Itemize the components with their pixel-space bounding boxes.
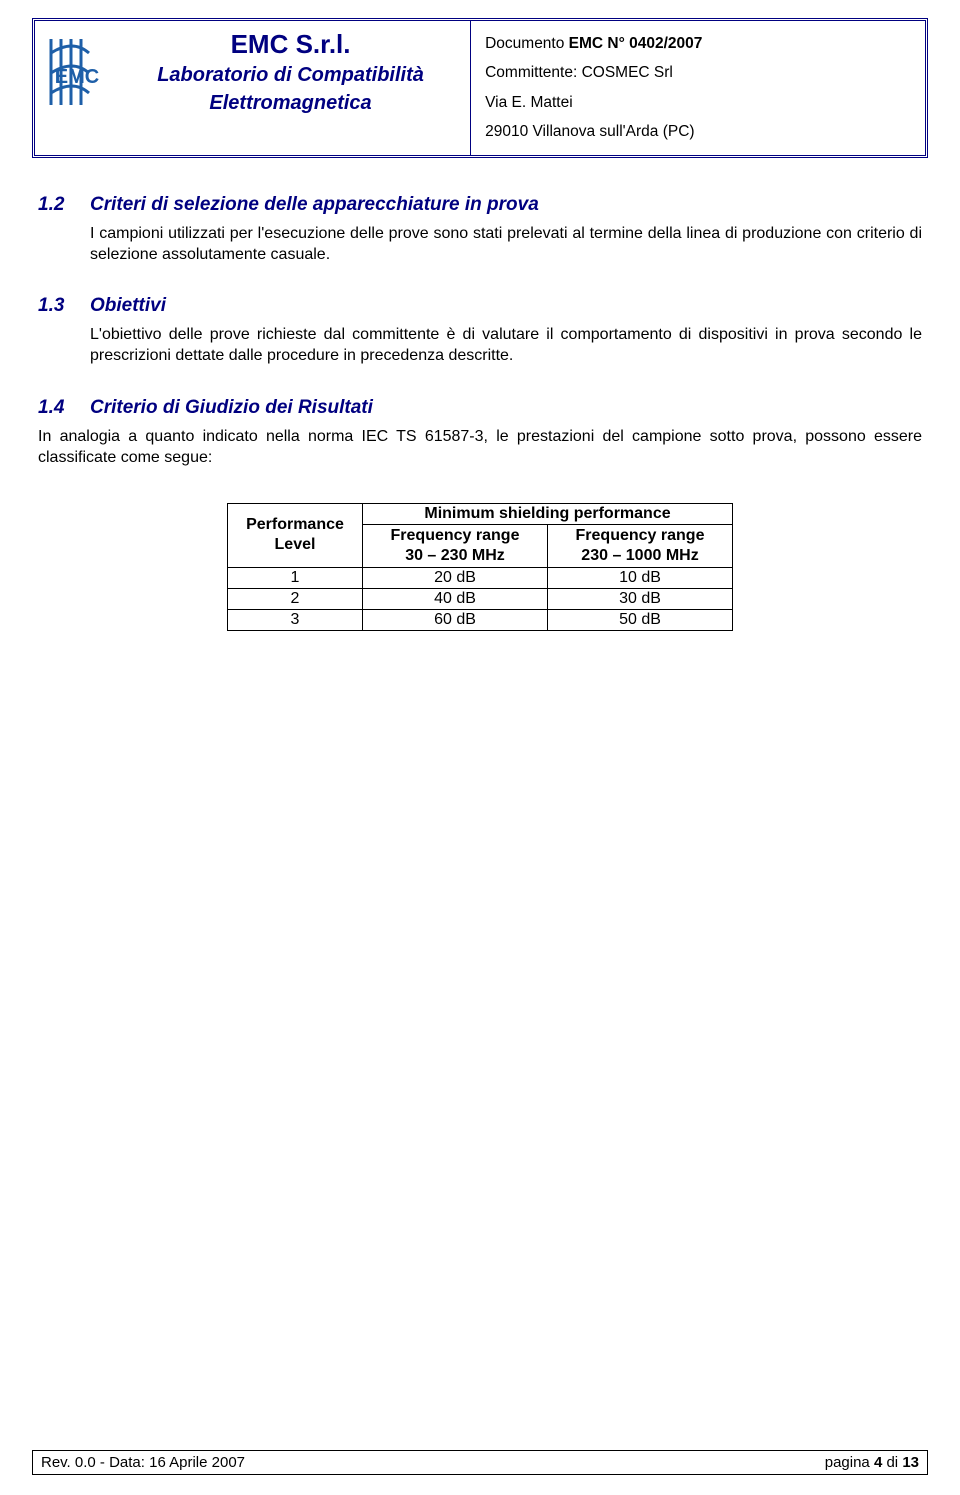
- th-line: Frequency range: [391, 527, 520, 544]
- section-heading-1-4: 1.4Criterio di Giudizio dei Risultati: [38, 397, 922, 419]
- address-line-2: 29010 Villanova sull'Arda (PC): [485, 117, 915, 146]
- table-header-freq-range-1: Frequency range 30 – 230 MHz: [363, 524, 548, 567]
- table-row: 1 20 dB 10 dB: [228, 567, 733, 588]
- company-subtitle-1: Laboratorio di Compatibilità: [119, 62, 462, 88]
- cell-value: 60 dB: [363, 609, 548, 630]
- svg-text:EMC: EMC: [55, 66, 99, 88]
- table-row: 3 60 dB 50 dB: [228, 609, 733, 630]
- cell-value: 10 dB: [548, 567, 733, 588]
- section-heading-1-2: 1.2Criteri di selezione delle apparecchi…: [38, 194, 922, 216]
- committente: Committente: COSMEC Srl: [485, 58, 915, 87]
- th-line: 30 – 230 MHz: [405, 547, 505, 564]
- footer-page-prefix: pagina: [825, 1454, 874, 1471]
- company-subtitle-2: Elettromagnetica: [119, 90, 462, 116]
- section-body-1-4: In analogia a quanto indicato nella norm…: [38, 427, 922, 469]
- footer-page-mid: di: [882, 1454, 902, 1471]
- section-heading-1-3: 1.3Obiettivi: [38, 295, 922, 317]
- th-line: Frequency range: [576, 527, 705, 544]
- section-num: 1.3: [38, 295, 90, 317]
- cell-value: 20 dB: [363, 567, 548, 588]
- section-title: Obiettivi: [90, 295, 166, 316]
- header-right: Documento EMC N° 0402/2007 Committente: …: [471, 21, 925, 155]
- emc-logo-icon: EMC: [43, 33, 111, 111]
- th-line: Level: [275, 536, 316, 553]
- cell-level: 2: [228, 588, 363, 609]
- section-title: Criterio di Giudizio dei Risultati: [90, 397, 373, 418]
- cell-value: 50 dB: [548, 609, 733, 630]
- section-body-1-2: I campioni utilizzati per l'esecuzione d…: [90, 224, 922, 266]
- footer: Rev. 0.0 - Data: 16 Aprile 2007 pagina 4…: [32, 1450, 928, 1475]
- cell-value: 30 dB: [548, 588, 733, 609]
- section-num: 1.4: [38, 397, 90, 419]
- cell-value: 40 dB: [363, 588, 548, 609]
- footer-revision: Rev. 0.0 - Data: 16 Aprile 2007: [41, 1454, 245, 1471]
- table-header-freq-range-2: Frequency range 230 – 1000 MHz: [548, 524, 733, 567]
- table-row: 2 40 dB 30 dB: [228, 588, 733, 609]
- document-code: Documento EMC N° 0402/2007: [485, 29, 915, 58]
- company-name: EMC S.r.l.: [119, 29, 462, 60]
- doc-code-value: EMC N° 0402/2007: [569, 35, 703, 52]
- th-line: 230 – 1000 MHz: [581, 547, 698, 564]
- footer-page-total: 13: [902, 1454, 919, 1471]
- table-header-min-shielding: Minimum shielding performance: [363, 503, 733, 524]
- table-header-performance-level: Performance Level: [228, 503, 363, 567]
- section-num: 1.2: [38, 194, 90, 216]
- section-body-1-3: L'obiettivo delle prove richieste dal co…: [90, 325, 922, 367]
- address-line-1: Via E. Mattei: [485, 88, 915, 117]
- cell-level: 3: [228, 609, 363, 630]
- section-title: Criteri di selezione delle apparecchiatu…: [90, 194, 539, 215]
- footer-page-number: pagina 4 di 13: [825, 1454, 919, 1471]
- header: EMC EMC S.r.l. Laboratorio di Compatibil…: [32, 18, 928, 158]
- performance-table: Performance Level Minimum shielding perf…: [227, 503, 733, 631]
- doc-prefix: Documento: [485, 35, 569, 52]
- th-line: Performance: [246, 516, 344, 533]
- header-left: EMC EMC S.r.l. Laboratorio di Compatibil…: [35, 21, 471, 155]
- cell-level: 1: [228, 567, 363, 588]
- content: 1.2Criteri di selezione delle apparecchi…: [32, 194, 928, 631]
